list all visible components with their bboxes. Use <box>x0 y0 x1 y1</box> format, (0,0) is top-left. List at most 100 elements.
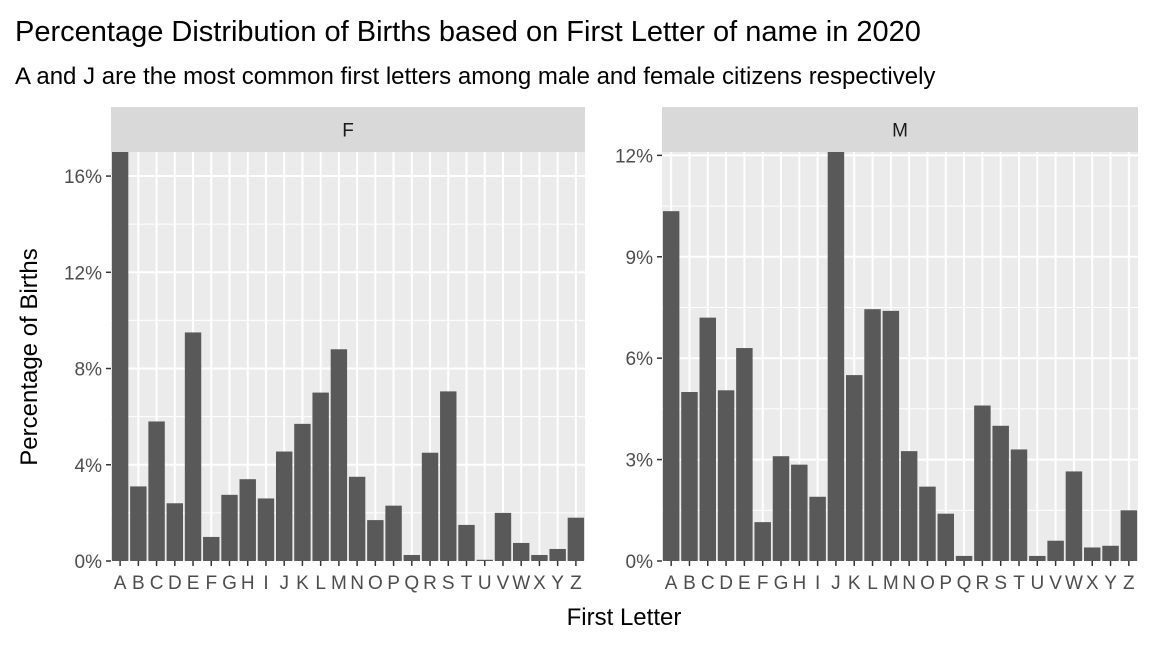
x-tick-label: I <box>815 573 820 594</box>
x-tick-label: N <box>350 573 364 594</box>
bar-f-o <box>367 520 384 561</box>
x-tick-label: C <box>701 573 715 594</box>
x-tick-label: W <box>512 573 530 594</box>
x-tick-label: U <box>478 573 492 594</box>
bar-f-a <box>111 152 129 561</box>
bar-m-e <box>736 348 753 561</box>
x-tick-label: Z <box>1123 573 1135 594</box>
y-tick-label: 12% <box>615 146 653 167</box>
y-tick-label: 16% <box>64 167 102 188</box>
bar-m-h <box>791 464 808 561</box>
bar-m-r <box>974 405 991 561</box>
bar-f-y <box>549 548 566 561</box>
x-tick-label: R <box>976 573 990 594</box>
bar-f-p <box>385 505 402 561</box>
bar-m-v <box>1047 540 1064 561</box>
y-tick-label: 3% <box>626 451 654 472</box>
facet-strip-label: M <box>892 121 908 142</box>
x-tick-label: E <box>187 573 200 594</box>
bar-m-y <box>1102 545 1119 561</box>
bar-f-q <box>403 554 421 561</box>
bar-m-q <box>955 555 973 561</box>
bar-m-u <box>1029 555 1046 561</box>
x-tick-label: J <box>831 573 841 594</box>
x-tick-label: D <box>168 573 182 594</box>
x-tick-label: V <box>497 573 510 594</box>
bar-f-h <box>239 479 256 561</box>
x-tick-label: U <box>1030 573 1044 594</box>
x-tick-label: X <box>1086 573 1099 594</box>
x-tick-label: X <box>533 573 546 594</box>
bar-f-r <box>421 452 439 561</box>
bar-f-e <box>184 332 202 561</box>
bar-m-t <box>1010 449 1028 561</box>
x-tick-label: D <box>719 573 733 594</box>
x-axis-title: First Letter <box>567 604 682 631</box>
x-tick-label: E <box>738 573 751 594</box>
bar-m-o <box>919 486 936 561</box>
bar-m-j <box>827 152 845 561</box>
bar-m-s <box>992 425 1009 561</box>
x-tick-label: G <box>774 573 789 594</box>
bar-m-a <box>662 211 680 561</box>
bar-m-x <box>1083 547 1101 561</box>
x-tick-label: C <box>150 573 164 594</box>
y-tick-label: 12% <box>64 263 102 284</box>
x-tick-label: S <box>994 573 1007 594</box>
y-tick-label: 0% <box>75 552 103 573</box>
bar-m-l <box>864 309 881 561</box>
bar-f-v <box>494 512 512 561</box>
x-tick-label: P <box>387 573 400 594</box>
x-tick-label: L <box>867 573 878 594</box>
x-tick-label: B <box>132 573 145 594</box>
bar-m-w <box>1065 471 1083 561</box>
bar-f-z <box>567 517 585 561</box>
bar-f-w <box>512 542 530 561</box>
bar-m-c <box>699 317 717 561</box>
x-tick-label: Q <box>404 573 419 594</box>
chart-title: Percentage Distribution of Births based … <box>15 16 921 48</box>
x-tick-label: M <box>883 573 899 594</box>
x-tick-label: K <box>296 573 309 594</box>
facet-panel-m: M0%3%6%9%12%A B C D E F G H I J K L M N O P Q R S T U V W X Y Z <box>615 107 1138 594</box>
bar-f-u <box>476 559 493 561</box>
bar-f-b <box>130 486 147 561</box>
x-tick-label: W <box>1065 573 1083 594</box>
x-tick-label: B <box>683 573 696 594</box>
bar-m-b <box>681 391 698 561</box>
x-tick-label: F <box>757 573 769 594</box>
bar-m-g <box>772 456 790 561</box>
x-tick-label: O <box>920 573 935 594</box>
bar-m-n <box>900 451 918 561</box>
y-tick-label: 9% <box>626 248 654 269</box>
bar-m-z <box>1120 510 1138 561</box>
x-tick-label: T <box>1013 573 1025 594</box>
bar-m-k <box>845 375 863 561</box>
x-tick-label: Q <box>957 573 972 594</box>
y-tick-label: 0% <box>626 552 654 573</box>
x-tick-label: Z <box>570 573 582 594</box>
x-tick-label: G <box>222 573 237 594</box>
bar-f-g <box>221 494 238 561</box>
panel-background <box>111 152 585 561</box>
x-tick-label: F <box>205 573 217 594</box>
x-tick-label: H <box>792 573 806 594</box>
bar-f-l <box>312 392 329 561</box>
x-tick-label: J <box>279 573 289 594</box>
bar-f-f <box>203 536 220 561</box>
bar-m-i <box>809 496 826 561</box>
facet-strip-label: F <box>342 121 354 142</box>
x-tick-label: H <box>241 573 255 594</box>
x-tick-label: A <box>665 573 678 594</box>
y-axis-title: Percentage of Births <box>16 248 43 465</box>
x-tick-label: R <box>423 573 437 594</box>
x-tick-label: S <box>442 573 455 594</box>
y-tick-label: 6% <box>626 349 654 370</box>
x-tick-label: Y <box>1104 573 1117 594</box>
bar-m-p <box>937 513 955 561</box>
y-tick-label: 4% <box>75 456 103 477</box>
x-tick-label: O <box>368 573 383 594</box>
bar-m-f <box>754 522 771 561</box>
x-tick-label: Y <box>551 573 564 594</box>
